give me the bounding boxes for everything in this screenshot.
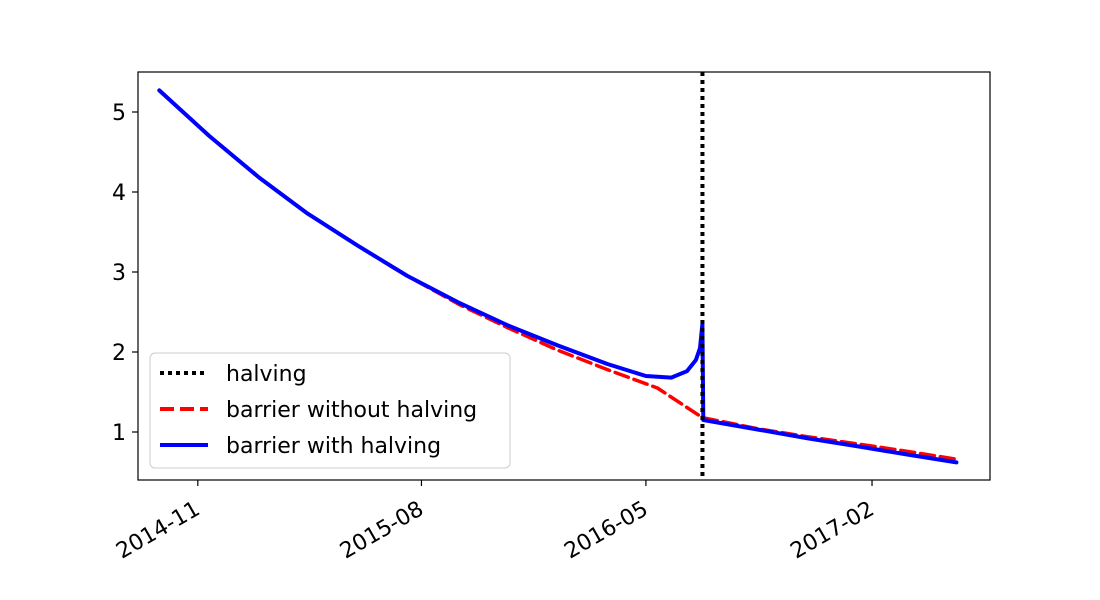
y-tick-label: 3 — [112, 261, 126, 286]
legend-label-barrier-without-halving: barrier without halving — [226, 398, 477, 423]
legend: halving barrier without halving barrier … — [149, 352, 511, 469]
y-tick-label: 5 — [112, 101, 126, 126]
legend-label-halving: halving — [226, 362, 307, 387]
legend-box — [149, 352, 511, 469]
series-line-barrier-with-halving — [157, 88, 959, 465]
legend-label-barrier-with-halving: barrier with halving — [226, 434, 441, 459]
y-axis: 1 2 3 4 5 — [112, 101, 138, 446]
y-tick-label: 2 — [112, 341, 126, 366]
y-tick-label: 4 — [112, 181, 126, 206]
axes-frame — [137, 71, 991, 481]
y-tick-label: 1 — [112, 421, 126, 446]
